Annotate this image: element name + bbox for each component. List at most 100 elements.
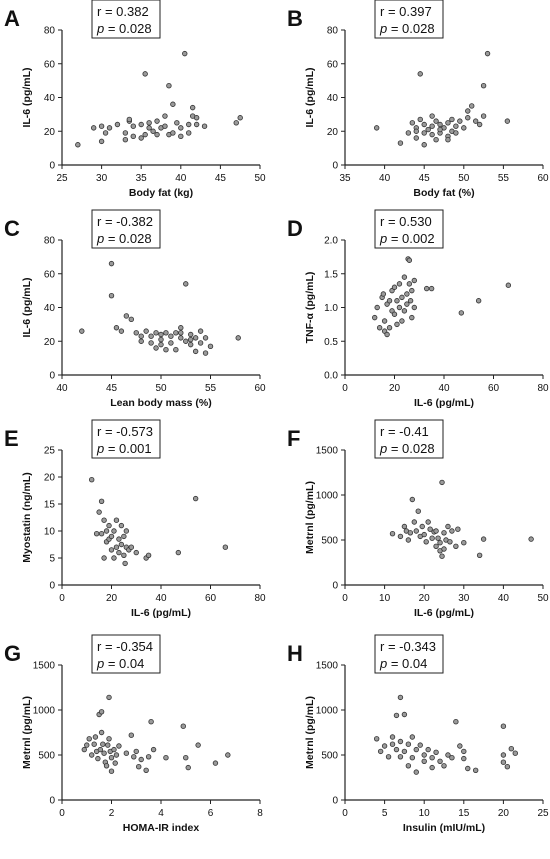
y-tick-label: 1500 <box>316 661 339 672</box>
data-point <box>98 138 105 145</box>
data-point <box>201 123 208 129</box>
data-point <box>500 752 507 758</box>
x-tick-label: 45 <box>215 173 227 184</box>
data-point <box>138 135 144 141</box>
y-tick-label: 1000 <box>33 706 56 717</box>
data-point <box>401 711 408 718</box>
x-tick-label: 40 <box>175 173 187 184</box>
p-symbol: p <box>96 21 104 36</box>
x-tick-label: 55 <box>205 383 217 394</box>
p-symbol: p <box>379 656 387 671</box>
data-point <box>425 126 431 133</box>
data-point <box>396 304 403 311</box>
data-point <box>421 758 427 764</box>
r-value: r = -0.382 <box>97 214 153 229</box>
data-point <box>500 723 507 729</box>
panel-letter: E <box>4 426 19 451</box>
data-point <box>81 746 87 753</box>
data-point <box>113 544 120 550</box>
data-point <box>142 71 148 77</box>
data-point <box>393 746 400 753</box>
r-value: r = -0.354 <box>97 639 153 654</box>
data-point <box>425 746 431 753</box>
x-tick-label: 10 <box>419 808 431 819</box>
data-point <box>93 531 100 537</box>
data-point <box>123 313 130 319</box>
y-axis-title: IL-6 (pg/mL) <box>21 277 33 337</box>
data-point <box>153 345 159 351</box>
data-point <box>397 738 404 745</box>
data-point <box>433 543 439 549</box>
data-point <box>425 519 431 525</box>
data-point <box>180 723 186 729</box>
data-point <box>404 301 410 307</box>
data-point <box>447 539 453 545</box>
y-axis-title: IL-6 (pg/mL) <box>21 67 33 127</box>
p-symbol: p <box>379 441 387 456</box>
data-point <box>427 526 433 532</box>
data-point <box>86 736 92 742</box>
y-tick-label: 80 <box>44 26 56 37</box>
data-point <box>372 314 378 321</box>
data-point <box>409 120 416 126</box>
data-point <box>441 530 447 536</box>
x-tick-label: 40 <box>498 593 510 604</box>
data-point <box>439 479 445 486</box>
panel-letter: D <box>287 216 303 241</box>
y-tick-label: 20 <box>44 127 56 138</box>
y-tick-label: 1000 <box>316 706 339 717</box>
data-point <box>429 123 435 129</box>
data-point <box>222 544 229 550</box>
data-point <box>386 325 393 331</box>
data-point <box>453 123 459 129</box>
y-tick-label: 0 <box>332 581 338 592</box>
p-number: = 0.028 <box>104 231 151 246</box>
data-point <box>197 328 204 334</box>
p-number: = 0.04 <box>387 656 427 671</box>
data-point <box>381 318 388 324</box>
p-value: p = 0.001 <box>96 441 152 456</box>
y-tick-label: 80 <box>44 236 56 247</box>
data-point <box>75 142 81 148</box>
data-point <box>166 82 172 89</box>
r-value: r = 0.530 <box>380 214 432 229</box>
data-point <box>90 125 97 131</box>
panel-letter: F <box>287 426 300 451</box>
data-point <box>421 121 427 128</box>
p-symbol: p <box>379 21 387 36</box>
x-axis-title: Body fat (%) <box>413 187 474 199</box>
data-point <box>394 298 400 304</box>
data-point <box>178 330 184 336</box>
data-point <box>437 126 443 133</box>
x-tick-label: 25 <box>537 808 549 819</box>
data-point <box>437 758 443 764</box>
y-tick-label: 1000 <box>316 491 339 502</box>
panel-A: A 25 30 35 40 45 50 0 20 40 60 80 Body fat (kg) IL-6 … <box>4 0 266 199</box>
data-point <box>457 743 463 749</box>
data-point <box>404 291 410 297</box>
data-point <box>146 120 152 126</box>
r-value: r = -0.343 <box>380 639 436 654</box>
data-point <box>409 734 416 740</box>
x-tick-label: 35 <box>339 173 351 184</box>
data-point <box>133 549 139 556</box>
data-point <box>417 71 423 77</box>
data-point <box>504 118 511 124</box>
data-point <box>122 560 128 567</box>
data-point <box>386 298 393 304</box>
data-point <box>108 768 115 774</box>
data-point <box>399 318 405 324</box>
data-point <box>421 752 427 758</box>
data-point <box>389 741 396 747</box>
data-point <box>423 539 429 545</box>
x-tick-label: 80 <box>537 383 549 394</box>
data-point <box>472 118 479 124</box>
data-point <box>128 732 134 738</box>
y-tick-label: 0 <box>332 161 338 172</box>
x-tick-label: 60 <box>537 173 549 184</box>
y-tick-label: 0 <box>49 371 55 382</box>
data-point <box>429 131 435 138</box>
data-point <box>106 736 112 742</box>
data-point <box>178 133 184 140</box>
x-tick-label: 40 <box>438 383 450 394</box>
